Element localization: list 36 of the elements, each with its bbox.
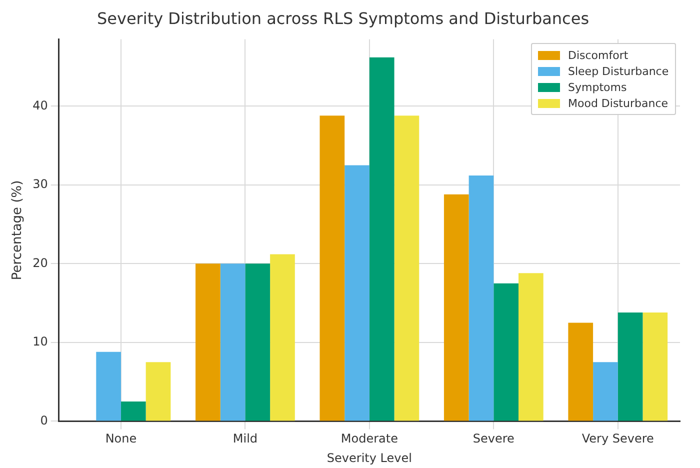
bar [518,273,544,421]
bar [618,312,643,421]
bar [394,116,420,421]
bar [593,362,618,421]
bar [369,57,394,421]
legend-label: Symptoms [568,80,627,94]
x-axis-title: Severity Level [326,450,412,465]
bar [270,254,295,421]
x-tick-label: Mild [232,432,258,446]
bar [196,264,220,421]
x-tick-label: Moderate [340,432,398,446]
y-axis-title: Percentage (%) [10,180,26,280]
y-tick-label: 10 [32,334,48,349]
bar [320,116,345,421]
legend-label: Sleep Disturbance [568,64,669,78]
x-tick-label: Severe [472,432,514,446]
x-tick-label: None [105,432,137,446]
bar [468,175,494,421]
bar [245,264,270,421]
y-tick-label: 40 [32,98,48,112]
bar [220,264,246,421]
bar [120,402,146,421]
legend-label: Discomfort [568,48,628,62]
chart-title: Severity Distribution across RLS Symptoms and Disturbances [96,8,590,28]
bar [146,362,171,421]
y-tick-label: 30 [32,177,48,192]
y-tick-label: 0 [40,413,48,428]
bar [344,165,370,421]
bar [444,194,469,421]
y-tick-label: 20 [32,256,48,270]
legend-label: Mood Disturbance [568,96,668,110]
bar [494,283,519,421]
bar [568,322,594,421]
bar [642,312,668,421]
bar [96,352,121,421]
x-tick-label: Very Severe [582,432,654,446]
